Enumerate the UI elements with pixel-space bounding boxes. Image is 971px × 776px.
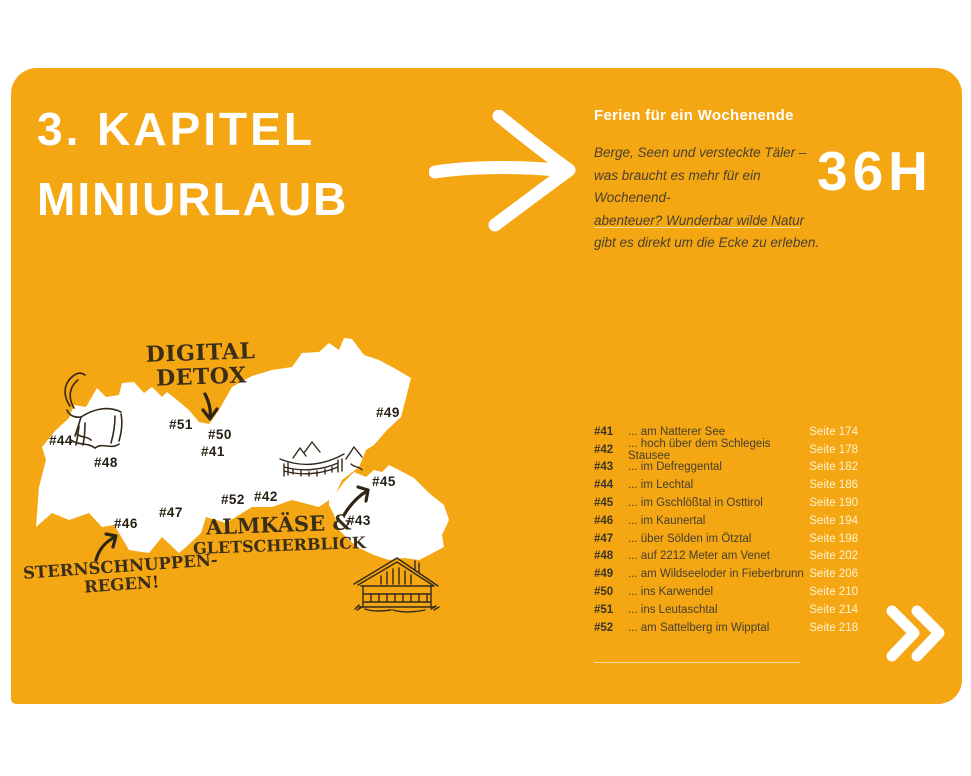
duration-badge: 36H: [817, 140, 933, 202]
map-marker: #47: [159, 505, 183, 520]
toc-row-page: Seite 202: [809, 550, 858, 563]
annotation-arrows: [94, 392, 370, 562]
intro-line: Berge, Seen und versteckte Täler –: [594, 145, 807, 160]
divider-top: [594, 227, 800, 228]
chapter-title-line2: Miniurlaub: [37, 173, 349, 225]
toc-row: #49 ... am Wildseeloder in Fieberbrunn Sei…: [594, 565, 858, 583]
tyrol-north-shape: [36, 338, 411, 553]
toc-row-title: ... auf 2212 Meter am Venet: [628, 550, 770, 563]
toc-row-number: #52: [594, 621, 614, 634]
intro-line: gibt es direkt um die Ecke zu erleben.: [594, 235, 820, 250]
toc-row: #41 ... am Natterer See Seite 174: [594, 423, 858, 441]
chapter-title: 3. Kapitel Miniurlaub: [37, 94, 348, 234]
map-label-line: Detox: [155, 362, 248, 392]
toc-row-title: ... im Lechtal: [628, 479, 694, 492]
toc-row: #50 ... ins Karwendel Seite 210: [594, 583, 858, 601]
map-marker: #41: [201, 444, 225, 459]
intro-line: was braucht es mehr für ein Wochenend-: [594, 167, 761, 206]
toc-row-title: ... hoch über dem Schlegeis Stausee: [628, 437, 771, 462]
map-marker: #48: [94, 455, 118, 470]
toc-row: #43 ... im Defreggental Seite 182: [594, 459, 858, 477]
toc-row-page: Seite 206: [809, 568, 858, 581]
suspension-bridge-drawing: [279, 441, 363, 477]
map-label-digital-detox: Digital Detox: [145, 338, 256, 392]
toc-row-number: #45: [594, 497, 614, 510]
divider-bottom: [594, 662, 800, 663]
toc-row-number: #46: [594, 514, 614, 527]
map-marker: #43: [347, 513, 371, 528]
toc-row-title: ... ins Karwendel: [628, 586, 714, 599]
toc-row-title: ... über Sölden im Ötztal: [628, 532, 752, 545]
arrow-down-digital-detox: [201, 392, 219, 421]
toc-row-number: #47: [594, 532, 614, 545]
toc-row-page: Seite 174: [809, 425, 858, 438]
toc-list: #41 ... am Natterer See Seite 174 #42 ... ho…: [594, 423, 858, 637]
toc-row-page: Seite 182: [809, 461, 858, 474]
tyrol-map: [36, 338, 449, 613]
map-marker: #52: [221, 492, 245, 507]
ibex-drawing: [64, 372, 123, 449]
arrow-up-45: [342, 485, 370, 517]
toc-row: #48 ... auf 2212 Meter am Venet Seite 202: [594, 548, 858, 566]
toc-row-page: Seite 198: [809, 532, 858, 545]
map-marker: #50: [208, 427, 232, 442]
toc-row-number: #50: [594, 586, 614, 599]
chapter-title-line1: 3. Kapitel: [37, 103, 315, 155]
toc-row: #45 ... im Gschlößtal in Osttirol Seite 19…: [594, 494, 858, 512]
toc-row-title: ... am Natterer See: [628, 425, 726, 438]
map-marker: #51: [169, 417, 193, 432]
double-chevron-right-icon: [886, 605, 945, 662]
toc-row: #42 ... hoch über dem Schlegeis Stausee Se…: [594, 437, 858, 462]
toc-row-number: #44: [594, 479, 614, 492]
toc-row-page: Seite 190: [809, 497, 858, 510]
map-marker: #42: [254, 489, 278, 504]
toc-row-page: Seite 178: [809, 443, 858, 456]
toc-row-page: Seite 218: [809, 621, 858, 634]
toc-row-number: #49: [594, 568, 614, 581]
chapter-panel: 3. Kapitel Miniurlaub Ferien für ein Woc…: [11, 68, 962, 704]
toc-row-page: Seite 214: [809, 603, 858, 616]
toc-row-title: ... im Gschlößtal in Osttirol: [628, 497, 763, 510]
intro-line: abenteuer? Wunderbar wilde Natur: [594, 212, 805, 228]
map-label-almkaese: Almkäse & Gletscherblick: [192, 509, 366, 557]
toc-row-number: #51: [594, 603, 614, 616]
map-marker: #46: [114, 516, 138, 531]
toc-row-page: Seite 210: [809, 586, 858, 599]
toc-row-title: ... ins Leutaschtal: [628, 603, 718, 616]
toc-row-number: #43: [594, 461, 614, 474]
toc-row-title: ... am Sattelberg im Wipptal: [628, 621, 770, 634]
toc-row-page: Seite 186: [809, 479, 858, 492]
toc-row: #51 ... ins Leutaschtal Seite 214: [594, 601, 858, 619]
toc-row-page: Seite 194: [809, 514, 858, 527]
arrow-right-icon: [429, 110, 576, 232]
toc-row-number: #41: [594, 425, 614, 438]
toc-row-title: ... im Kaunertal: [628, 514, 706, 527]
toc-row: #46 ... im Kaunertal Seite 194: [594, 512, 858, 530]
section-header: Ferien für ein Wochenende: [594, 107, 794, 124]
alpine-hut-drawing: [353, 557, 440, 613]
toc-row-title: ... am Wildseeloder in Fieberbrunn: [628, 568, 804, 581]
toc-row-title: ... im Defreggental: [628, 461, 722, 474]
toc-row: #52 ... am Sattelberg im Wipptal Seite 218: [594, 619, 858, 637]
toc-row: #44 ... im Lechtal Seite 186: [594, 476, 858, 494]
map-marker: #44: [49, 433, 73, 448]
chapter-intro: Berge, Seen und versteckte Täler – was br…: [594, 142, 824, 255]
toc-row-number: #42: [594, 443, 614, 456]
toc-row-number: #48: [594, 550, 614, 563]
map-marker: #45: [372, 474, 396, 489]
map-marker: #49: [376, 405, 400, 420]
toc-row: #47 ... über Sölden im Ötztal Seite 198: [594, 530, 858, 548]
arrow-up-sternschnuppen: [94, 532, 118, 562]
